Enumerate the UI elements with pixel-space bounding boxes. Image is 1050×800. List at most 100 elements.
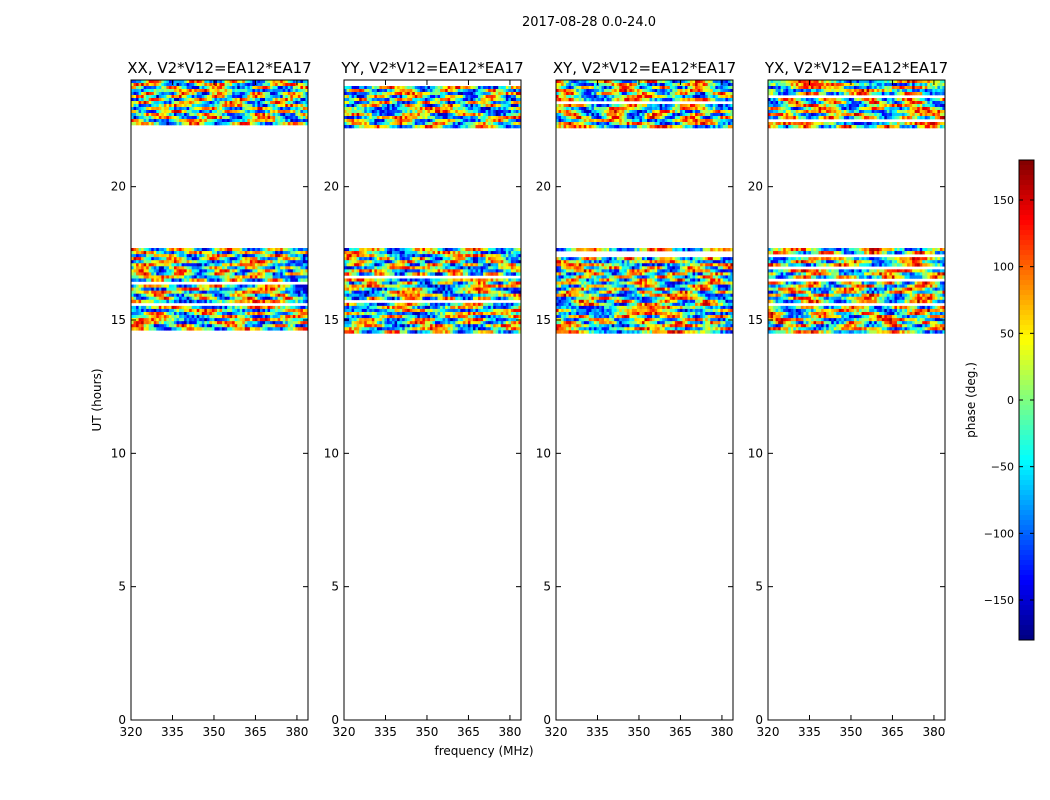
heatmap-cell bbox=[206, 312, 210, 316]
heatmap-cell bbox=[270, 113, 273, 117]
heatmap-cell bbox=[232, 308, 236, 313]
heatmap-cell bbox=[399, 305, 403, 310]
heatmap-cell bbox=[419, 89, 423, 93]
heatmap-cell bbox=[470, 293, 474, 298]
heatmap-cell bbox=[267, 92, 271, 96]
heatmap-cell bbox=[460, 257, 464, 261]
heatmap-cell bbox=[412, 278, 416, 282]
heatmap-cell bbox=[488, 92, 492, 96]
heatmap-cell bbox=[201, 254, 205, 258]
heatmap-cell bbox=[467, 260, 471, 264]
heatmap-cell bbox=[392, 269, 395, 273]
heatmap-cell bbox=[462, 293, 466, 298]
heatmap-cell bbox=[503, 284, 507, 288]
heatmap-cell bbox=[407, 266, 411, 270]
heatmap-cell bbox=[409, 324, 413, 328]
heatmap-cell bbox=[171, 315, 175, 319]
heatmap-cell bbox=[429, 263, 433, 267]
heatmap-cell bbox=[173, 116, 177, 120]
heatmap-cell bbox=[131, 284, 134, 288]
heatmap-cell bbox=[397, 278, 401, 282]
heatmap-cell bbox=[422, 287, 426, 291]
heatmap-cell bbox=[229, 257, 233, 261]
heatmap-cell bbox=[186, 101, 190, 105]
heatmap-cell bbox=[302, 308, 306, 313]
heatmap-cell bbox=[462, 296, 466, 301]
heatmap-cell bbox=[204, 122, 208, 126]
heatmap-cell bbox=[262, 269, 266, 273]
heatmap-cell bbox=[462, 330, 466, 334]
heatmap-cell bbox=[153, 110, 157, 114]
heatmap-cell bbox=[277, 327, 281, 331]
heatmap-cell bbox=[292, 299, 296, 304]
heatmap-cell bbox=[386, 98, 390, 102]
heatmap-cell bbox=[490, 86, 494, 90]
heatmap-cell bbox=[229, 324, 233, 328]
heatmap-cell bbox=[369, 293, 373, 298]
heatmap-cell bbox=[369, 327, 373, 331]
heatmap-cell bbox=[510, 86, 514, 90]
heatmap-cell bbox=[452, 248, 456, 252]
heatmap-cell bbox=[513, 315, 517, 319]
heatmap-cell bbox=[480, 260, 484, 264]
heatmap-cell bbox=[386, 287, 390, 291]
heatmap-cell bbox=[366, 269, 370, 273]
heatmap-cell bbox=[214, 305, 218, 310]
heatmap-cell bbox=[224, 305, 228, 310]
heatmap-cell bbox=[381, 260, 385, 264]
heatmap-cell bbox=[277, 86, 281, 90]
figure-title: 2017-08-28 0.0-24.0 bbox=[522, 15, 656, 30]
heatmap-cell bbox=[483, 312, 486, 316]
heatmap-cell bbox=[384, 324, 388, 328]
heatmap-cell bbox=[158, 305, 162, 310]
heatmap-cell bbox=[244, 272, 248, 276]
heatmap-cell bbox=[272, 107, 276, 111]
heatmap-cell bbox=[206, 327, 210, 331]
heatmap-cell bbox=[138, 269, 142, 273]
heatmap-cell bbox=[404, 324, 408, 328]
heatmap-cell bbox=[435, 287, 438, 291]
heatmap-cell bbox=[432, 318, 436, 322]
heatmap-cell bbox=[206, 275, 210, 279]
heatmap-cell bbox=[503, 86, 507, 90]
heatmap-cell bbox=[138, 287, 142, 291]
heatmap-cell bbox=[265, 92, 268, 96]
heatmap-cell bbox=[153, 251, 157, 255]
heatmap-cell bbox=[229, 251, 233, 255]
heatmap-cell bbox=[166, 321, 170, 325]
heatmap-cell bbox=[161, 296, 165, 301]
heatmap-cell bbox=[500, 281, 504, 285]
heatmap-cell bbox=[194, 89, 198, 93]
heatmap-cell bbox=[457, 263, 461, 267]
heatmap-cell bbox=[432, 324, 436, 328]
heatmap-cell bbox=[265, 269, 268, 273]
heatmap-cell bbox=[171, 122, 175, 126]
heatmap-cell bbox=[414, 324, 418, 328]
heatmap-cell bbox=[267, 86, 271, 90]
heatmap-cell bbox=[500, 321, 504, 325]
heatmap-cell bbox=[277, 266, 281, 270]
heatmap-cell bbox=[389, 327, 393, 331]
heatmap-cell bbox=[196, 327, 200, 331]
heatmap-cell bbox=[472, 293, 476, 298]
heatmap-cell bbox=[259, 80, 263, 84]
heatmap-cell bbox=[156, 293, 160, 298]
heatmap-cell bbox=[196, 86, 200, 90]
heatmap-cell bbox=[399, 281, 403, 285]
heatmap-cell bbox=[141, 95, 145, 99]
heatmap-cell bbox=[133, 327, 137, 331]
heatmap-cell bbox=[409, 95, 413, 99]
heatmap-cell bbox=[302, 296, 306, 301]
heatmap-cell bbox=[267, 107, 271, 111]
heatmap-cell bbox=[450, 89, 454, 93]
heatmap-cell bbox=[234, 107, 238, 111]
heatmap-cell bbox=[429, 86, 433, 90]
heatmap-cell bbox=[344, 308, 347, 313]
heatmap-cell bbox=[287, 254, 291, 258]
heatmap-cell bbox=[163, 290, 167, 295]
heatmap-cell bbox=[508, 290, 512, 295]
heatmap-cell bbox=[199, 116, 203, 120]
heatmap-cell bbox=[275, 119, 279, 123]
heatmap-cell bbox=[153, 104, 157, 108]
heatmap-cell bbox=[280, 248, 284, 252]
